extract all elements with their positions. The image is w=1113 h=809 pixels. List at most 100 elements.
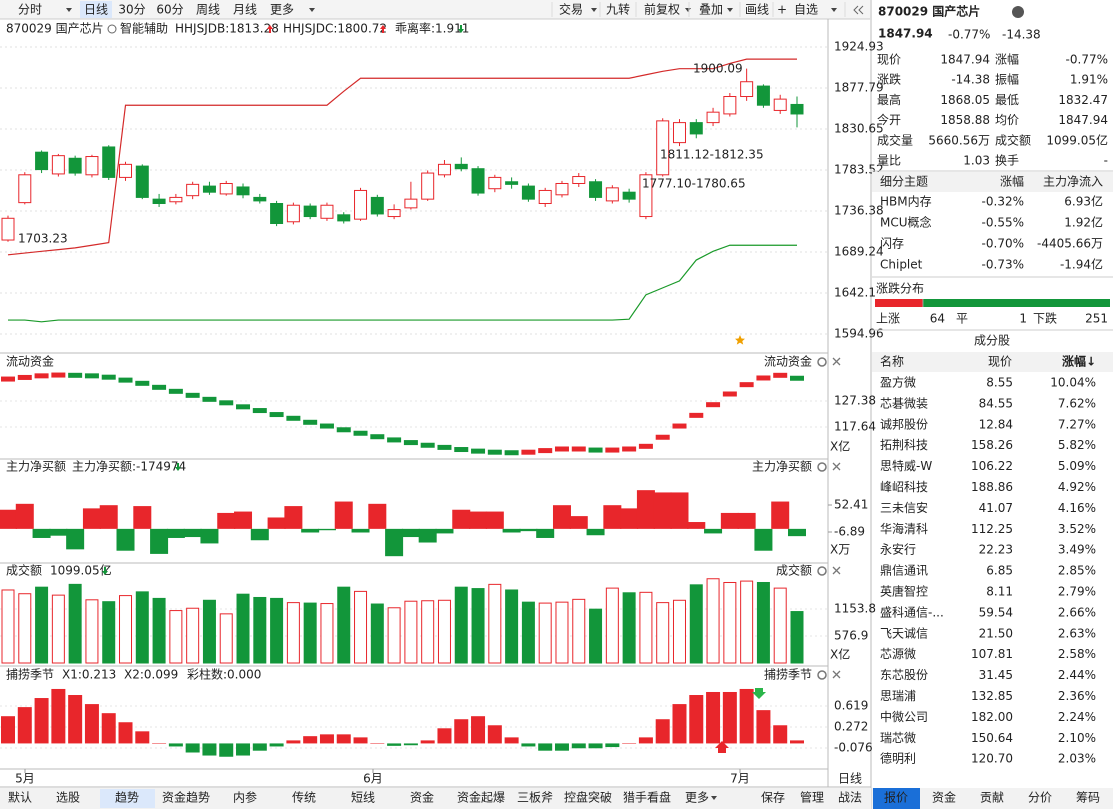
stock-name[interactable]: 盈方微 [880,375,916,390]
bottom-tab[interactable]: 资金趋势 [162,790,210,805]
bottom-tab[interactable]: 选股 [56,791,80,805]
volume-bar [790,611,804,664]
toolbar-tab[interactable]: 月线 [233,3,257,17]
candle-body [1,217,15,241]
toolbar-tab[interactable]: 前复权 [644,2,680,17]
flow-mark [17,374,32,380]
bottom-tab[interactable]: 传统 [292,790,316,805]
bottom-tab[interactable]: 短线 [351,791,375,805]
capture-bar [319,734,334,744]
netbuy-bar [15,503,34,529]
candle-body [253,196,267,202]
bottom-tab[interactable]: 三板斧 [517,791,553,805]
toolbar-tab[interactable]: 周线 [196,3,220,17]
capture-bar [303,736,318,744]
side-tab[interactable]: 分价 [1028,791,1052,805]
bottom-tab[interactable]: 控盘突破 [564,790,612,805]
netbuy-bar [234,511,253,529]
stock-name[interactable]: 华海清科 [880,521,928,536]
volume-bar [51,594,65,664]
toolbar-tab[interactable]: 60分 [156,3,183,17]
label: 41.07 [979,501,1013,515]
netbuy-bar [552,505,571,529]
stock-name[interactable]: 鼎信通讯 [880,564,928,578]
volume-bar [354,590,368,664]
netbuy-bar [166,528,185,538]
candle-body [370,196,384,215]
stock-name[interactable]: 芯源微 [880,647,916,661]
candle-body [186,183,200,197]
bottom-tab[interactable]: 保存 [761,791,785,805]
stock-name[interactable]: 德明利 [880,751,916,766]
toolbar-tab[interactable]: 九转 [606,2,630,17]
side-tab[interactable]: 报价 [884,790,908,805]
label: Chiplet [880,258,923,272]
toolbar-tab[interactable]: 叠加 [699,3,723,17]
toolbar-tab[interactable]: 交易 [559,2,583,17]
stock-name[interactable]: 英唐智控 [880,584,928,599]
stock-name[interactable]: 三未信安 [880,500,928,515]
stock-name[interactable]: 盛科通信-... [880,604,944,619]
dropdown-icon [309,8,315,12]
candle-body [236,186,250,196]
bottom-tab[interactable]: 更多 [685,791,709,805]
volume-bar [320,603,334,664]
bottom-tab[interactable]: 资金起爆 [457,790,505,805]
flow-mark [454,447,469,453]
label: 1.03 [963,154,990,168]
stock-name[interactable]: 芯碁微装 [880,396,928,410]
bottom-tab[interactable]: 趋势 [115,791,139,805]
close-icon[interactable] [832,670,841,679]
capture-bar [236,743,251,756]
capture-bar [118,722,133,744]
label: 今开 [877,112,901,127]
bottom-tab[interactable]: 战法 [838,791,862,805]
side-tab[interactable]: 资金 [932,790,956,805]
netbuy-bar [754,528,773,551]
toolbar-tab[interactable]: 30分 [118,3,145,17]
stock-name[interactable]: 拓荆科技 [880,438,928,452]
settings-icon[interactable] [817,566,827,576]
bottom-tab[interactable]: 资金 [410,790,434,805]
bottom-tab[interactable]: 默认 [8,790,32,805]
volume-bar [85,599,99,664]
settings-icon[interactable] [817,357,827,367]
side-tab[interactable]: 筹码 [1076,791,1100,805]
toolbar-tab[interactable]: 自选 [794,3,818,17]
toolbar-tab[interactable]: 画线 [745,3,769,17]
toolbar-tab[interactable]: 分时 [18,3,42,17]
label: 64 [930,312,945,326]
bottom-tab[interactable]: 管理 [800,790,824,805]
bottom-tab[interactable]: 内参 [233,790,257,805]
side-tab[interactable]: 贡献 [980,790,1004,805]
label: 2.36% [1058,689,1096,703]
candle-body [740,81,754,98]
stock-name[interactable]: 永安行 [880,542,916,557]
label: 120.70 [971,752,1013,766]
settings-icon[interactable] [817,462,827,472]
stock-name[interactable]: 飞天诚信 [880,626,928,640]
stock-name[interactable]: 诚邦股份 [880,417,928,431]
toolbar-tab[interactable]: 日线 [84,3,108,17]
flow-mark [504,450,519,456]
label: 1832.47 [1058,93,1108,107]
stock-name[interactable]: 峰岹科技 [880,480,928,494]
flow-mark [655,434,670,440]
close-icon[interactable] [832,357,841,366]
stock-name[interactable]: 中微公司 [880,709,928,724]
bottom-tab[interactable]: 猎手看盘 [623,790,671,805]
close-icon[interactable] [832,462,841,471]
stock-name[interactable]: 东芯股份 [880,668,928,682]
candle-body [387,209,401,218]
arrow-down [175,463,181,471]
toolbar-tab[interactable]: 更多 [270,3,294,17]
close-icon[interactable] [832,566,841,575]
flow-mark [336,427,351,433]
capture-bar [521,743,536,747]
y-tick-label: 127.38 [834,393,876,407]
stock-name[interactable]: 思瑞浦 [880,689,916,703]
capture-bar [756,710,771,744]
stock-name[interactable]: 瑞芯微 [880,731,916,745]
settings-icon[interactable] [817,670,827,680]
stock-name[interactable]: 思特威-W [880,458,932,473]
